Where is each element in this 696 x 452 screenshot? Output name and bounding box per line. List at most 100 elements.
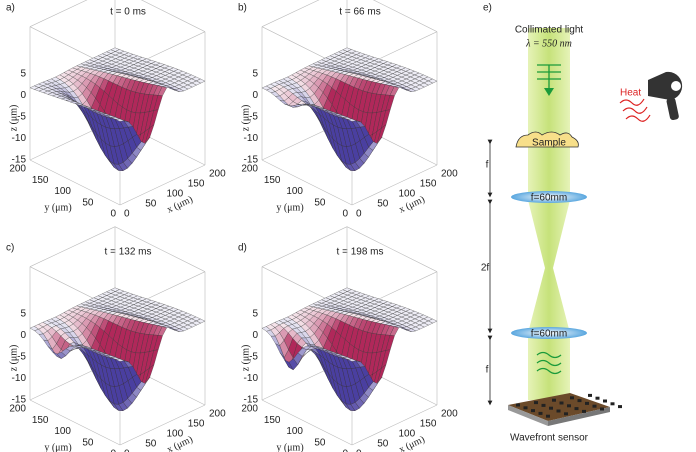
pixel xyxy=(523,406,528,410)
panel-title: t = 66 ms xyxy=(339,7,380,18)
z-tick-label: 0 xyxy=(20,90,26,101)
hair-dryer-icon xyxy=(648,71,683,121)
y-tick-label: 200 xyxy=(9,404,26,415)
x-tick-label: 200 xyxy=(209,169,226,180)
pixel xyxy=(559,401,564,405)
z-tick-label: -5 xyxy=(17,112,26,123)
panel-label: b) xyxy=(238,3,247,14)
box-edge xyxy=(29,399,121,446)
distance-label: f xyxy=(486,160,489,171)
pixel xyxy=(592,404,597,408)
light-cone xyxy=(528,268,570,333)
y-axis-label: y (μm) xyxy=(276,202,303,213)
y-tick-label: 0 xyxy=(110,449,116,452)
y-tick-label: 100 xyxy=(286,426,303,437)
sample-label: Sample xyxy=(532,138,566,149)
pixel xyxy=(552,398,556,402)
z-tick-label: -15 xyxy=(244,155,259,166)
y-tick-label: 200 xyxy=(241,404,258,415)
pixel xyxy=(516,403,520,407)
y-tick-label: 50 xyxy=(314,197,326,208)
z-tick-label: -15 xyxy=(244,395,259,406)
box-edge xyxy=(261,159,353,206)
x-tick-label: 50 xyxy=(377,439,389,450)
x-tick-label: 0 xyxy=(356,449,362,452)
lens-label: f=60mm xyxy=(531,193,567,204)
sensor-side xyxy=(548,407,610,426)
z-tick-label: -10 xyxy=(12,373,27,384)
panel-title: t = 0 ms xyxy=(110,7,146,18)
z-axis-label: z (μm) xyxy=(8,345,19,372)
box-edge xyxy=(351,164,438,206)
pixel xyxy=(570,396,574,400)
box-edge xyxy=(140,0,206,32)
box-edge xyxy=(29,0,88,27)
pixel xyxy=(577,399,582,403)
x-tick-label: 100 xyxy=(399,429,416,440)
wavefront-lines xyxy=(536,64,562,375)
z-tick-label: 5 xyxy=(252,309,258,320)
wavelength-label: λ = 550 nm xyxy=(525,38,572,49)
y-tick-label: 150 xyxy=(32,415,49,426)
distance-label: f xyxy=(486,365,489,376)
z-tick-label: -10 xyxy=(244,133,259,144)
z-tick-label: -5 xyxy=(249,352,258,363)
sample-shape xyxy=(515,131,579,148)
z-tick-label: 5 xyxy=(20,309,26,320)
x-tick-label: 100 xyxy=(399,189,416,200)
box-edge xyxy=(29,159,121,206)
y-tick-label: 100 xyxy=(54,426,71,437)
x-tick-label: 200 xyxy=(441,169,458,180)
z-tick-label: -10 xyxy=(12,133,27,144)
z-tick-label: 0 xyxy=(252,90,258,101)
x-tick-label: 100 xyxy=(167,429,184,440)
panel-label: e) xyxy=(483,3,492,14)
z-tick-label: 0 xyxy=(252,330,258,341)
pixel xyxy=(600,407,604,411)
pixel xyxy=(564,412,568,416)
y-axis-label: y (μm) xyxy=(44,202,71,213)
pixel xyxy=(556,409,561,413)
x-tick-label: 0 xyxy=(124,209,130,220)
box-edge xyxy=(346,226,438,272)
y-tick-label: 50 xyxy=(82,437,94,448)
z-tick-label: 5 xyxy=(20,69,26,80)
x-tick-label: 0 xyxy=(356,209,362,220)
x-tick-label: 150 xyxy=(188,179,205,190)
surface-patch xyxy=(346,358,357,362)
z-axis-label: z (μm) xyxy=(8,105,19,132)
x-tick-label: 50 xyxy=(145,439,157,450)
box-edge xyxy=(261,0,320,27)
z-axis-label: z (μm) xyxy=(240,105,251,132)
x-tick-label: 200 xyxy=(209,409,226,420)
pixel xyxy=(610,402,615,406)
panel-title: t = 198 ms xyxy=(337,247,384,258)
light-label: Collimated light xyxy=(515,25,584,36)
x-tick-label: 200 xyxy=(441,409,458,420)
y-tick-label: 100 xyxy=(54,186,71,197)
panel-label: c) xyxy=(6,243,14,254)
sensor-surface xyxy=(508,393,610,421)
box-edge xyxy=(261,399,353,446)
heat-waves xyxy=(619,98,651,122)
y-tick-label: 50 xyxy=(314,437,326,448)
y-tick-label: 0 xyxy=(342,209,348,220)
pixel xyxy=(595,396,600,400)
box-edge xyxy=(372,0,438,32)
panel-label: d) xyxy=(238,243,247,254)
box-edge xyxy=(29,226,116,267)
box-edge xyxy=(119,164,206,206)
setup-diagram: e) Collimated light λ = 550 nm Heat Samp… xyxy=(481,3,683,444)
x-tick-label: 100 xyxy=(167,189,184,200)
pixel xyxy=(567,404,571,408)
panel-title: t = 132 ms xyxy=(105,247,152,258)
pixel xyxy=(549,406,553,410)
pixel xyxy=(582,409,586,413)
y-tick-label: 150 xyxy=(264,415,281,426)
pixel xyxy=(603,399,607,403)
y-tick-label: 200 xyxy=(9,164,26,175)
pixel xyxy=(546,414,550,418)
pixel xyxy=(574,407,579,411)
z-tick-label: -10 xyxy=(244,373,259,384)
